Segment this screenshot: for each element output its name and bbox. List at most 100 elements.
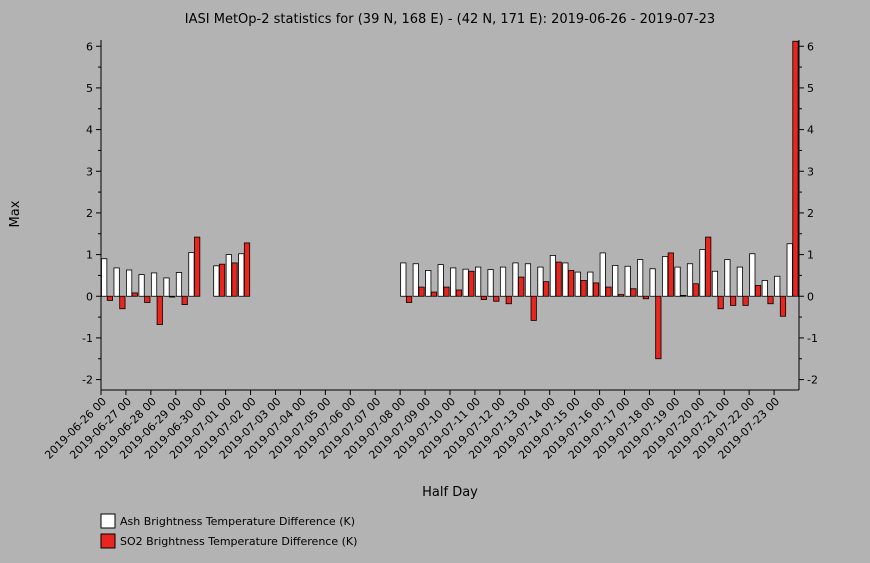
so2-bar — [605, 286, 612, 297]
ash-bar — [238, 253, 245, 297]
ash-bar — [213, 265, 220, 297]
ash-bar — [674, 266, 681, 297]
so2-bar — [792, 40, 799, 297]
ash-bar — [487, 269, 494, 297]
legend-swatch-ash — [100, 513, 116, 529]
ash-bar — [537, 266, 544, 297]
so2-bar — [705, 236, 712, 297]
y-tick-label-left: -2 — [82, 374, 93, 387]
y-tick-label-left: 0 — [86, 290, 93, 303]
ash-bar — [512, 262, 519, 297]
ash-bar — [624, 265, 631, 297]
ash-bar — [524, 263, 532, 297]
so2-bar — [543, 281, 550, 297]
ash-bar — [475, 266, 482, 297]
so2-bar — [156, 295, 163, 325]
ash-bar — [412, 263, 419, 297]
legend-label-ash: Ash Brightness Temperature Difference (K… — [120, 515, 355, 528]
so2-bar — [655, 295, 662, 360]
ash-bar — [774, 275, 781, 297]
y-tick-label-right: 6 — [807, 40, 814, 53]
ash-bar — [175, 272, 183, 297]
so2-bar — [119, 295, 126, 310]
ash-bar — [711, 270, 719, 297]
so2-bar — [181, 295, 188, 305]
so2-bar — [617, 294, 625, 297]
y-tick-label-left: 5 — [86, 82, 93, 95]
ash-bar — [724, 259, 731, 297]
ash-bar — [163, 277, 170, 297]
ash-bar — [612, 265, 619, 297]
ash-bar — [499, 266, 507, 297]
ash-bar — [749, 253, 756, 297]
so2-bar — [767, 295, 774, 305]
so2-bar — [555, 261, 562, 297]
so2-bar — [717, 295, 724, 310]
ash-bar — [188, 252, 195, 297]
ash-bar — [101, 258, 108, 297]
ash-bar — [599, 252, 606, 297]
legend-label-so2: SO2 Brightness Temperature Difference (K… — [120, 535, 357, 548]
so2-bar — [580, 280, 587, 297]
y-axis-label: Max — [8, 200, 23, 227]
so2-bar — [430, 291, 438, 297]
so2-bar — [231, 262, 238, 297]
ash-bar — [400, 262, 407, 297]
so2-bar — [243, 242, 251, 297]
so2-bar — [144, 295, 151, 303]
so2-bar — [480, 295, 487, 300]
so2-bar — [194, 236, 201, 297]
y-tick-label-left: 1 — [86, 249, 93, 262]
so2-bar — [680, 295, 687, 297]
y-tick-label-right: 0 — [807, 290, 814, 303]
so2-bar — [455, 289, 462, 297]
so2-bar — [742, 295, 749, 306]
so2-bar — [131, 292, 138, 297]
y-tick-label-left: 4 — [86, 124, 93, 137]
ash-bar — [126, 269, 133, 297]
y-tick-label-right: 1 — [807, 249, 814, 262]
ash-bar — [138, 274, 145, 297]
y-tick-label-right: 4 — [807, 124, 814, 137]
ash-bar — [661, 256, 669, 297]
ash-bar — [225, 254, 232, 297]
ash-bar — [425, 270, 432, 297]
bars-layer — [101, 40, 799, 360]
ash-bar — [574, 271, 581, 297]
so2-bar — [518, 276, 525, 297]
so2-bar — [642, 295, 649, 300]
ash-bar — [699, 249, 706, 297]
ash-bar — [736, 266, 743, 297]
so2-bar — [568, 270, 575, 297]
ash-bar — [150, 272, 158, 297]
ash-bar — [587, 271, 594, 297]
ash-bar — [562, 262, 569, 297]
y-tick-label-right: 3 — [807, 165, 814, 178]
ash-bar — [637, 259, 644, 297]
so2-bar — [505, 295, 512, 305]
so2-bar — [630, 288, 637, 297]
legend: Ash Brightness Temperature Difference (K… — [100, 513, 357, 549]
so2-bar — [493, 295, 500, 302]
ash-bar — [437, 264, 444, 297]
chart-title: IASI MetOp-2 statistics for (39 N, 168 E… — [185, 12, 715, 27]
so2-bar — [754, 285, 762, 297]
so2-bar — [169, 295, 176, 298]
so2-bar — [779, 295, 787, 317]
so2-bar — [730, 295, 737, 306]
so2-bar — [667, 252, 674, 297]
ash-bar — [462, 268, 469, 297]
y-tick-label-right: 5 — [807, 82, 814, 95]
so2-bar — [592, 282, 600, 297]
y-tick-label-left: -1 — [82, 332, 93, 345]
ash-bar — [549, 255, 556, 297]
y-tick-label-right: 2 — [807, 207, 814, 220]
so2-bar — [468, 270, 475, 297]
y-tick-label-left: 2 — [86, 207, 93, 220]
legend-swatch-so2 — [100, 533, 116, 549]
ash-bar — [761, 280, 768, 297]
so2-bar — [106, 295, 113, 301]
y-tick-label-right: -1 — [807, 332, 818, 345]
